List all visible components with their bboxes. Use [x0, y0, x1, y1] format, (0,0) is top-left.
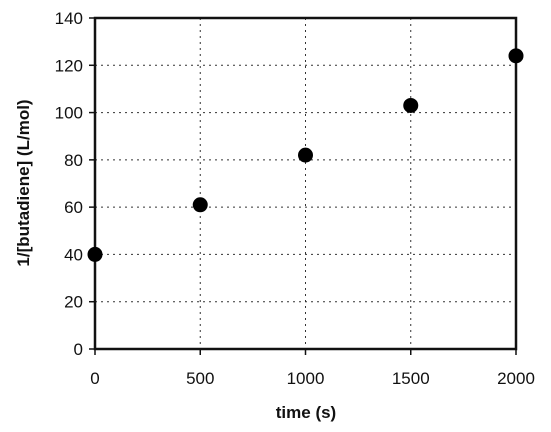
x-tick-label: 500 [186, 369, 214, 388]
x-axis-title: time (s) [276, 403, 336, 422]
x-tick-label: 0 [90, 369, 99, 388]
y-tick-label: 20 [64, 293, 83, 312]
data-points [87, 48, 524, 262]
x-tick-label: 2000 [497, 369, 535, 388]
data-point [298, 147, 313, 163]
y-tick-label: 120 [55, 56, 83, 75]
data-point [403, 97, 419, 113]
y-axis-title: 1/[butadiene] (L/mol) [14, 99, 33, 266]
y-tick-label: 60 [64, 198, 83, 217]
x-tick-label: 1000 [287, 369, 325, 388]
y-axis: 0 20 40 60 80 100 120 140 [55, 9, 95, 359]
data-point [508, 48, 524, 64]
grid [95, 18, 516, 349]
y-tick-label: 40 [64, 245, 83, 264]
data-point [192, 197, 208, 213]
y-tick-label: 0 [74, 340, 83, 359]
data-point [87, 246, 103, 262]
y-tick-label: 100 [55, 104, 83, 123]
x-axis: 0 500 1000 1500 2000 [90, 349, 535, 388]
x-tick-label: 1500 [392, 369, 430, 388]
y-tick-label: 140 [55, 9, 83, 28]
y-tick-label: 80 [64, 151, 83, 170]
